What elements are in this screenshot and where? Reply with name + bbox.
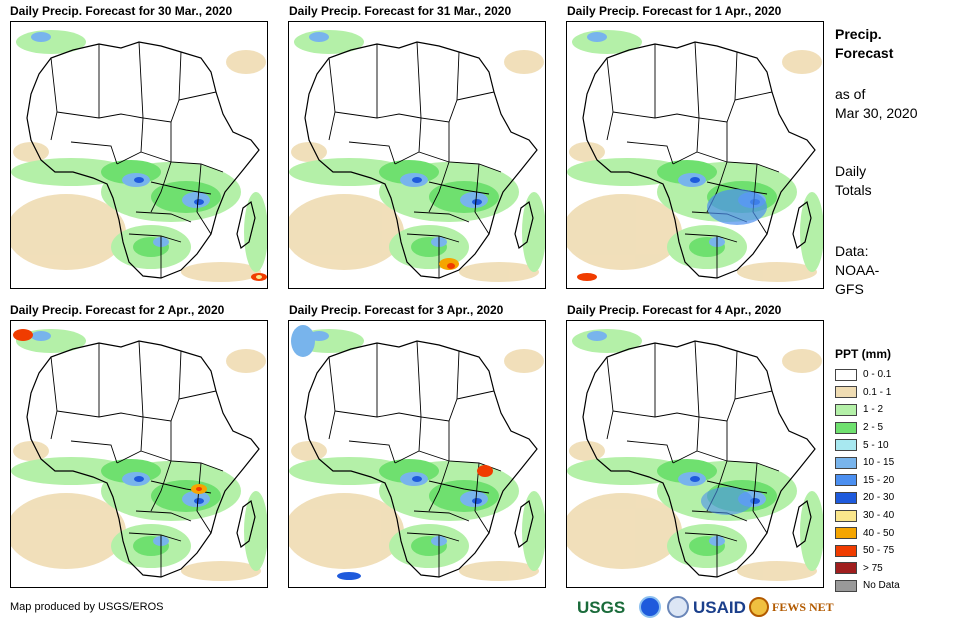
legend-row: 1 - 2 xyxy=(835,401,900,419)
legend-swatch xyxy=(835,562,857,575)
legend-swatch xyxy=(835,491,857,504)
precip-map-4 xyxy=(10,320,268,588)
asof-line-2: Mar 30, 2020 xyxy=(835,105,918,121)
legend-swatch xyxy=(835,403,857,416)
legend-swatch xyxy=(835,474,857,487)
usaid-logo: USAID xyxy=(693,598,746,617)
legend-label: 10 - 15 xyxy=(863,457,895,469)
legend-label: 0 - 0.1 xyxy=(863,369,892,381)
precip-map-5 xyxy=(288,320,546,588)
as-of-date: as of Mar 30, 2020 xyxy=(835,85,918,123)
fewsnet-logo: FEWS NET xyxy=(772,600,834,614)
legend-swatch xyxy=(835,509,857,522)
legend-row: 40 - 50 xyxy=(835,524,900,542)
legend-label: > 75 xyxy=(863,562,883,574)
legend-label: 20 - 30 xyxy=(863,492,895,504)
fews-globe-icon xyxy=(749,597,769,617)
legend-row: > 75 xyxy=(835,560,900,578)
data-line-2: NOAA- xyxy=(835,262,880,278)
panel-title-3: Daily Precip. Forecast for 1 Apr., 2020 xyxy=(567,4,782,18)
legend-label: No Data xyxy=(863,580,900,592)
legend-swatch xyxy=(835,527,857,540)
legend-label: 0.1 - 1 xyxy=(863,386,892,398)
precip-map-6 xyxy=(566,320,824,588)
legend-swatch xyxy=(835,439,857,452)
legend-label: 30 - 40 xyxy=(863,510,895,522)
legend-row: 0.1 - 1 xyxy=(835,384,900,402)
legend-label: 15 - 20 xyxy=(863,474,895,486)
panel-title-5: Daily Precip. Forecast for 3 Apr., 2020 xyxy=(289,303,504,317)
legend-swatch xyxy=(835,544,857,557)
panel-title-1: Daily Precip. Forecast for 30 Mar., 2020 xyxy=(10,4,233,18)
legend-swatch xyxy=(835,579,857,592)
legend-swatch xyxy=(835,386,857,399)
panel-title-2: Daily Precip. Forecast for 31 Mar., 2020 xyxy=(289,4,512,18)
precip-map-3 xyxy=(566,21,824,289)
data-line-3: GFS xyxy=(835,281,864,297)
precip-map-1 xyxy=(10,21,268,289)
legend-swatch xyxy=(835,368,857,381)
dept-seal-icon xyxy=(667,596,689,618)
daily-totals-label: Daily Totals xyxy=(835,162,872,200)
panel-title-6: Daily Precip. Forecast for 4 Apr., 2020 xyxy=(567,303,782,317)
legend-row: 15 - 20 xyxy=(835,472,900,490)
data-line-1: Data: xyxy=(835,243,869,259)
sidebar-title: Precip. Forecast xyxy=(835,25,893,63)
legend-row: 50 - 75 xyxy=(835,542,900,560)
legend-row: 20 - 30 xyxy=(835,489,900,507)
legend-label: 5 - 10 xyxy=(863,439,889,451)
legend-row: 5 - 10 xyxy=(835,436,900,454)
legend-row: 0 - 0.1 xyxy=(835,366,900,384)
totals-line-2: Totals xyxy=(835,182,872,198)
totals-line-1: Daily xyxy=(835,163,867,179)
precip-map-2 xyxy=(288,21,546,289)
asof-line-1: as of xyxy=(835,86,866,102)
legend-row: 30 - 40 xyxy=(835,507,900,525)
partner-logos: USGS USAID FEWS NET xyxy=(577,594,834,622)
data-source: Data: NOAA- GFS xyxy=(835,242,879,299)
legend-label: 40 - 50 xyxy=(863,527,895,539)
usgs-logo: USGS xyxy=(577,598,626,617)
panel-title-4: Daily Precip. Forecast for 2 Apr., 2020 xyxy=(10,303,225,317)
legend-row: 2 - 5 xyxy=(835,419,900,437)
legend: 0 - 0.1 0.1 - 1 1 - 2 2 - 5 5 - 10 10 - 15 15 … xyxy=(835,366,900,595)
legend-row: No Data xyxy=(835,577,900,595)
legend-title: PPT (mm) xyxy=(835,347,892,361)
legend-swatch xyxy=(835,421,857,434)
title-line-1: Precip. xyxy=(835,26,882,42)
title-line-2: Forecast xyxy=(835,45,894,61)
legend-label: 1 - 2 xyxy=(863,404,884,416)
noaa-logo xyxy=(639,596,661,618)
legend-label: 50 - 75 xyxy=(863,545,895,557)
legend-swatch xyxy=(835,456,857,469)
legend-label: 2 - 5 xyxy=(863,422,884,434)
map-credit: Map produced by USGS/EROS xyxy=(10,601,164,613)
legend-row: 10 - 15 xyxy=(835,454,900,472)
